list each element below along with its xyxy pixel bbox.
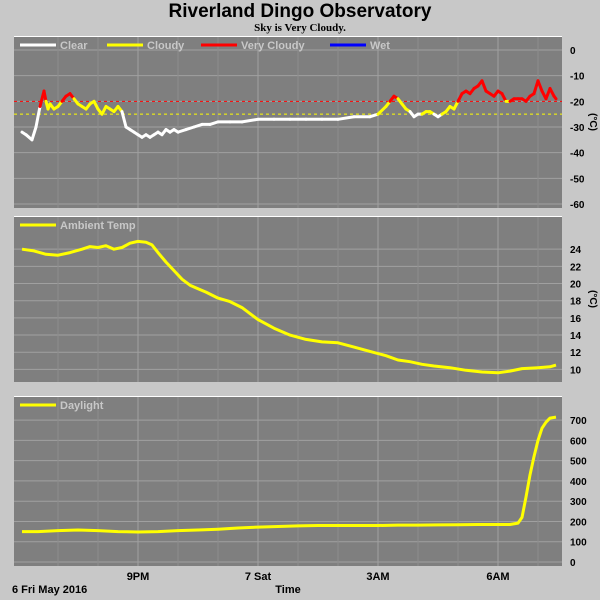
sky-unit-label: (°C) <box>587 113 598 131</box>
xtick-label: 7 Sat <box>245 571 272 583</box>
sky-temp-segment <box>552 94 558 101</box>
date-label: 6 Fri May 2016 <box>12 584 87 596</box>
daylight-ytick-label: 100 <box>570 538 587 549</box>
daylight-panel: 700 600 500 400 300 200 100 0 Daylight <box>14 396 587 569</box>
ambient-ytick-label: 12 <box>570 348 582 359</box>
daylight-series-line <box>22 415 557 534</box>
x-axis-title: Time <box>275 584 300 596</box>
daylight-ytick-label: 600 <box>570 436 587 447</box>
ambient-ytick-label: 18 <box>570 297 582 308</box>
ambient-plot-background <box>14 216 562 382</box>
sky-temp-segment <box>336 115 356 121</box>
ambient-ytick-label: 20 <box>570 280 582 291</box>
sky-status-subtitle: Sky is Very Cloudy. <box>254 22 346 34</box>
legend-label-wet: Wet <box>370 40 390 52</box>
sky-temp-segment <box>120 110 128 129</box>
ambient-series-line <box>21 239 557 375</box>
legend-label-cloudy: Cloudy <box>147 40 185 52</box>
sky-temp-segment <box>240 117 260 124</box>
ambient-ytick-label: 16 <box>570 314 582 325</box>
legend-label-daylight: Daylight <box>60 400 104 412</box>
sky-ytick-label: -10 <box>570 72 585 83</box>
sky-temp-segment <box>30 125 38 142</box>
sky-temp-segment <box>42 89 48 103</box>
page-title: Riverland Dingo Observatory <box>168 1 432 22</box>
ambient-panel: 24 22 20 18 16 14 12 10 (°C) Ambient Temp <box>14 216 598 382</box>
xtick-label: 3AM <box>366 571 389 583</box>
daylight-ytick-label: 700 <box>570 416 587 427</box>
sky-ytick-label: -40 <box>570 149 585 160</box>
ambient-ytick-label: 10 <box>570 365 582 376</box>
daylight-ytick-label: 300 <box>570 497 587 508</box>
sky-temp-segment <box>480 79 488 93</box>
daylight-ytick-label: 400 <box>570 477 587 488</box>
ambient-ytick-label: 24 <box>570 245 582 256</box>
sky-temp-segment <box>376 104 388 116</box>
daylight-ytick-label: 0 <box>570 558 576 569</box>
ambient-ytick-label: 22 <box>570 262 582 273</box>
sky-ytick-label: -60 <box>570 200 585 211</box>
sky-panel: 0 -10 -20 -30 -40 -50 -60 (°C) Clear Cloudy Very C… <box>14 36 598 211</box>
sky-ytick-label: -50 <box>570 174 585 185</box>
daylight-ytick-label: 500 <box>570 457 587 468</box>
legend-label-very-cloudy: Very Cloudy <box>241 40 305 52</box>
xtick-label: 6AM <box>486 571 509 583</box>
sky-temp-segment <box>536 79 544 93</box>
sky-ytick-label: -30 <box>570 123 585 134</box>
ambient-unit-label: (°C) <box>587 290 598 308</box>
sky-plot-background <box>14 36 562 208</box>
legend-label-clear: Clear <box>60 40 88 52</box>
sky-ytick-label: 0 <box>570 46 576 57</box>
sky-ytick-label: -20 <box>570 97 585 108</box>
legend-label-ambient-temp: Ambient Temp <box>60 220 136 232</box>
ambient-ytick-label: 14 <box>570 331 582 342</box>
xtick-label: 9PM <box>127 571 150 583</box>
sky-temp-segment <box>34 104 42 129</box>
daylight-ytick-label: 200 <box>570 517 587 528</box>
